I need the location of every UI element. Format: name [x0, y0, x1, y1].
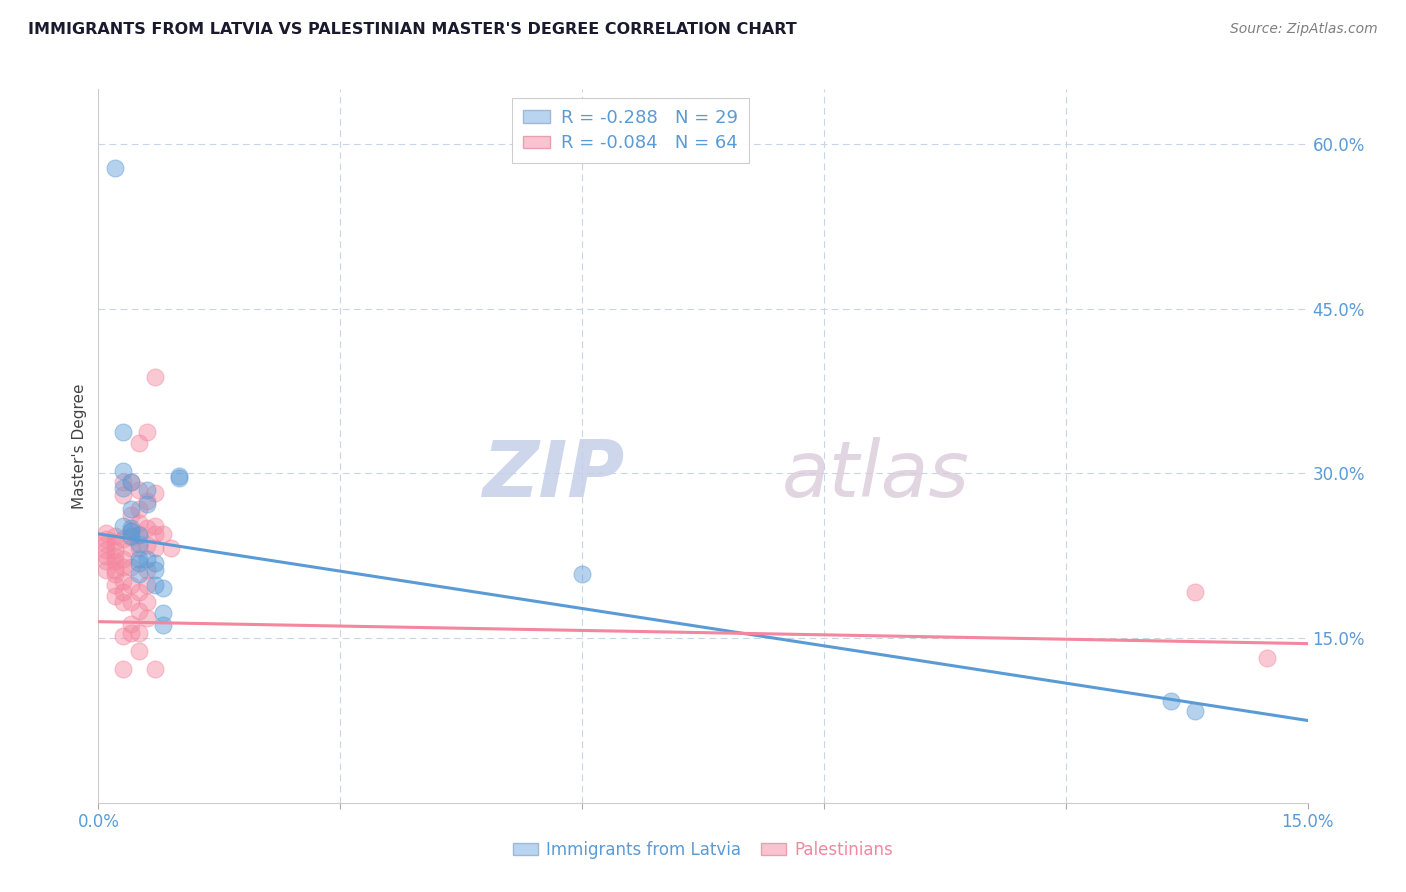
Text: IMMIGRANTS FROM LATVIA VS PALESTINIAN MASTER'S DEGREE CORRELATION CHART: IMMIGRANTS FROM LATVIA VS PALESTINIAN MA… — [28, 22, 797, 37]
Point — [103, 534, 125, 549]
Point — [103, 543, 125, 558]
Point — [128, 644, 150, 658]
Point — [128, 625, 150, 640]
Point — [96, 543, 118, 558]
Point — [571, 567, 593, 582]
Point — [128, 567, 150, 582]
Point — [128, 552, 150, 566]
Point — [120, 530, 142, 544]
Point — [111, 585, 134, 599]
Point — [120, 625, 142, 640]
Point — [160, 541, 183, 555]
Point — [143, 519, 166, 533]
Point — [120, 475, 142, 490]
Point — [128, 483, 150, 497]
Point — [111, 475, 134, 490]
Point — [128, 585, 150, 599]
Point — [120, 524, 142, 538]
Point — [143, 578, 166, 592]
Point — [111, 629, 134, 643]
Point — [135, 425, 157, 439]
Point — [120, 529, 142, 543]
Point — [128, 516, 150, 530]
Point — [167, 468, 190, 483]
Point — [152, 606, 174, 620]
Point — [111, 481, 134, 495]
Point — [135, 497, 157, 511]
Point — [103, 549, 125, 563]
Point — [111, 552, 134, 566]
Point — [143, 526, 166, 541]
Point — [135, 521, 157, 535]
Y-axis label: Master's Degree: Master's Degree — [72, 384, 87, 508]
Point — [96, 533, 118, 547]
Point — [111, 425, 134, 439]
Point — [1184, 704, 1206, 718]
Point — [135, 538, 157, 552]
Point — [111, 488, 134, 502]
Point — [128, 541, 150, 555]
Point — [111, 559, 134, 574]
Point — [120, 616, 142, 631]
Point — [103, 554, 125, 568]
Point — [135, 494, 157, 508]
Point — [96, 554, 118, 568]
Point — [128, 604, 150, 618]
Point — [120, 475, 142, 490]
Point — [120, 508, 142, 523]
Point — [111, 662, 134, 676]
Point — [143, 563, 166, 577]
Point — [111, 595, 134, 609]
Legend: Immigrants from Latvia, Palestinians: Immigrants from Latvia, Palestinians — [506, 835, 900, 866]
Point — [135, 611, 157, 625]
Point — [111, 519, 134, 533]
Point — [128, 537, 150, 551]
Point — [1256, 651, 1278, 665]
Point — [103, 529, 125, 543]
Point — [167, 471, 190, 485]
Point — [135, 552, 157, 566]
Point — [128, 435, 150, 450]
Point — [135, 595, 157, 609]
Point — [111, 464, 134, 478]
Point — [120, 521, 142, 535]
Text: ZIP: ZIP — [482, 436, 624, 513]
Point — [128, 557, 150, 571]
Point — [135, 483, 157, 497]
Point — [120, 524, 142, 538]
Point — [128, 526, 150, 541]
Point — [120, 501, 142, 516]
Point — [135, 578, 157, 592]
Point — [103, 563, 125, 577]
Point — [103, 590, 125, 604]
Point — [96, 549, 118, 563]
Point — [111, 574, 134, 588]
Point — [143, 369, 166, 384]
Point — [152, 581, 174, 595]
Point — [96, 525, 118, 540]
Point — [135, 563, 157, 577]
Point — [96, 563, 118, 577]
Point — [1184, 585, 1206, 599]
Point — [143, 541, 166, 555]
Point — [120, 578, 142, 592]
Point — [111, 533, 134, 547]
Point — [128, 528, 150, 542]
Point — [143, 662, 166, 676]
Point — [1160, 694, 1182, 708]
Point — [103, 567, 125, 582]
Point — [96, 537, 118, 551]
Point — [152, 526, 174, 541]
Point — [120, 559, 142, 574]
Point — [120, 595, 142, 609]
Point — [128, 501, 150, 516]
Text: atlas: atlas — [782, 436, 970, 513]
Point — [143, 557, 166, 571]
Point — [152, 618, 174, 632]
Text: Source: ZipAtlas.com: Source: ZipAtlas.com — [1230, 22, 1378, 37]
Point — [103, 161, 125, 176]
Point — [143, 486, 166, 500]
Point — [120, 541, 142, 555]
Point — [103, 578, 125, 592]
